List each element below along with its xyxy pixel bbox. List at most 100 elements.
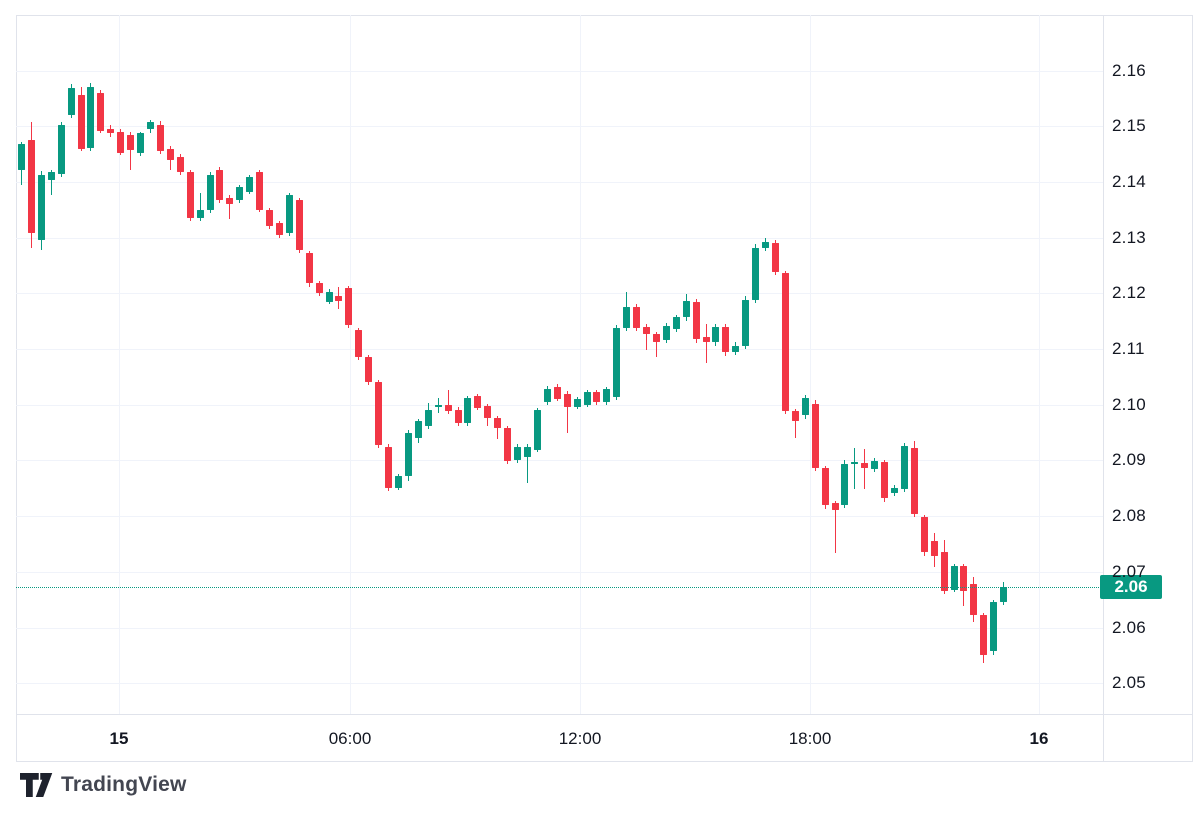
- candlestick-body: [821, 468, 829, 505]
- candlestick-body: [881, 462, 889, 499]
- candlestick-body: [613, 327, 621, 398]
- candlestick-body: [652, 334, 660, 343]
- candlestick-body: [355, 330, 363, 357]
- gridline-vertical: [350, 15, 351, 714]
- price-chart-plot[interactable]: [17, 16, 1103, 714]
- candlestick-body: [127, 135, 135, 151]
- gridline-horizontal: [16, 181, 1103, 183]
- candlestick-body: [504, 428, 512, 462]
- widget-right-border: [1192, 15, 1193, 761]
- price-tick-label: 2.14: [1112, 171, 1146, 191]
- candlestick-body: [37, 175, 45, 240]
- gridline-horizontal: [16, 404, 1103, 406]
- gridline-horizontal: [16, 516, 1103, 518]
- candlestick-body: [841, 464, 849, 505]
- candlestick-body: [57, 125, 65, 174]
- candlestick-wick: [50, 169, 52, 195]
- candlestick-body: [940, 552, 948, 592]
- candlestick-body: [623, 306, 631, 328]
- candlestick-body: [980, 614, 988, 656]
- gridline-horizontal: [16, 683, 1103, 685]
- candlestick-body: [702, 337, 710, 343]
- candlestick-wick: [646, 323, 647, 351]
- candlestick-body: [771, 243, 779, 272]
- candlestick-body: [960, 566, 968, 592]
- candlestick-body: [27, 140, 35, 234]
- candlestick-body: [444, 404, 452, 412]
- candlestick-body: [732, 345, 740, 352]
- candlestick-body: [662, 325, 670, 341]
- candlestick-body: [643, 326, 650, 334]
- gridline-vertical: [119, 15, 120, 714]
- candlestick-body: [147, 121, 154, 130]
- candlestick-body: [474, 396, 482, 408]
- candlestick-body: [424, 409, 432, 427]
- price-axis[interactable]: [1104, 16, 1192, 714]
- candlestick-body: [523, 446, 531, 457]
- candlestick-body: [682, 301, 690, 318]
- candlestick-body: [77, 95, 85, 149]
- gridline-horizontal: [16, 293, 1103, 295]
- candlestick-wick: [864, 449, 866, 490]
- candlestick-body: [811, 403, 819, 469]
- candlestick-body: [722, 326, 730, 352]
- time-tick-label: 06:00: [328, 729, 372, 748]
- candlestick-body: [900, 445, 908, 490]
- candlestick-body: [533, 410, 541, 450]
- candlestick-body: [672, 317, 680, 329]
- price-tick-label: 2.06: [1112, 617, 1146, 637]
- time-axis[interactable]: [17, 715, 1103, 761]
- candlestick-body: [543, 388, 551, 402]
- gridline-horizontal: [16, 70, 1103, 72]
- candlestick-body: [990, 601, 998, 652]
- candlestick-wick: [834, 500, 836, 553]
- candlestick-wick: [655, 331, 657, 358]
- candlestick-body: [851, 461, 859, 464]
- candlestick-body: [206, 174, 214, 210]
- candlestick-body: [216, 170, 224, 201]
- candlestick-body: [633, 306, 641, 328]
- candlestick-body: [176, 156, 184, 172]
- candlestick-body: [970, 584, 978, 615]
- candlestick-body: [861, 462, 869, 468]
- candlestick-body: [246, 176, 254, 192]
- candlestick-body: [256, 171, 264, 210]
- candlestick-body: [226, 198, 234, 205]
- candlestick-body: [305, 253, 313, 284]
- candlestick-body: [18, 143, 25, 171]
- widget-left-border: [16, 15, 17, 761]
- candlestick-wick: [229, 195, 231, 220]
- candlestick-body: [67, 88, 75, 115]
- candlestick-body: [186, 171, 194, 219]
- candlestick-body: [365, 356, 373, 382]
- price-tick-label: 2.07: [1112, 561, 1146, 581]
- candlestick-wick: [199, 193, 201, 221]
- gridline-horizontal: [16, 627, 1103, 629]
- tradingview-logo[interactable]: TradingView: [20, 772, 187, 798]
- tradingview-logo-text: TradingView: [61, 773, 187, 796]
- candlestick-body: [871, 461, 879, 470]
- candlestick-body: [266, 209, 273, 227]
- price-tick-label: 2.05: [1112, 673, 1146, 693]
- candlestick-body: [87, 87, 95, 149]
- candlestick-body: [434, 404, 442, 407]
- candlestick-body: [910, 447, 918, 514]
- current-price-label: 2.06: [1100, 575, 1162, 600]
- candlestick-body: [285, 194, 293, 234]
- candlestick-body: [484, 406, 492, 419]
- current-price-line: [16, 587, 1101, 589]
- candlestick-wick: [794, 409, 796, 439]
- time-axis-separator: [16, 714, 1192, 715]
- time-tick-label: 12:00: [558, 729, 602, 748]
- candlestick-body: [891, 487, 898, 493]
- candlestick-body: [752, 248, 760, 300]
- time-tick-label: 16: [1029, 729, 1049, 748]
- gridline-horizontal: [16, 126, 1103, 128]
- candlestick-body: [117, 131, 125, 154]
- time-tick-label: 18:00: [788, 729, 832, 748]
- gridline-horizontal: [16, 571, 1103, 573]
- candlestick-body: [603, 389, 611, 403]
- candlestick-body: [385, 446, 392, 489]
- candlestick-wick: [566, 390, 568, 433]
